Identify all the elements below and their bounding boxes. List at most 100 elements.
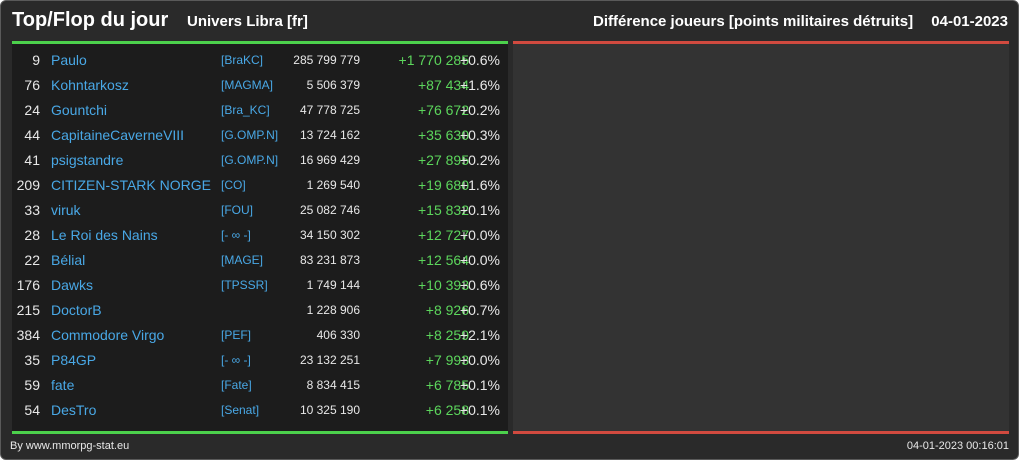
table-row: 54 DesTro [Senat] 10 325 190 +6 258 +0.1% xyxy=(12,398,508,423)
percent-cell: +0.2% xyxy=(459,102,500,118)
alliance-tag-link[interactable]: [Fate] xyxy=(221,378,252,392)
rank-cell: 22 xyxy=(24,252,40,268)
points-cell: 47 778 725 xyxy=(299,103,360,117)
diff-cell: +87 434 xyxy=(418,77,469,93)
table-row: 59 fate [Fate] 8 834 415 +6 785 +0.1% xyxy=(12,373,508,398)
percent-cell: +1.6% xyxy=(459,177,500,193)
points-cell: 34 150 302 xyxy=(299,228,360,242)
table-row: 176 Dawks [TPSSR] 1 749 144 +10 393 +0.6% xyxy=(12,273,508,298)
percent-cell: +0.6% xyxy=(459,277,500,293)
flop-panel-accent-bar xyxy=(513,41,1009,44)
table-row: 33 viruk [FOU] 25 082 746 +15 832 +0.1% xyxy=(12,198,508,223)
alliance-tag-link[interactable]: [G.OMP.N] xyxy=(221,153,279,167)
points-cell: 23 132 251 xyxy=(299,353,360,367)
player-name-link[interactable]: CITIZEN-STARK NORGE xyxy=(51,177,211,193)
table-row: 215 DoctorB 1 228 906 +8 926 +0.7% xyxy=(12,298,508,323)
alliance-tag-link[interactable]: [MAGMA] xyxy=(221,78,274,92)
alliance-tag-link[interactable]: [MAGE] xyxy=(221,253,264,267)
percent-cell: +0.1% xyxy=(459,402,500,418)
alliance-tag-link[interactable]: [BraKC] xyxy=(221,53,264,67)
metric-header: Différence joueurs [points militaires dé… xyxy=(593,13,1008,30)
metric-label: Différence joueurs [points militaires dé… xyxy=(593,13,914,30)
rank-cell: 59 xyxy=(24,377,40,393)
points-cell: 406 330 xyxy=(316,328,360,342)
percent-cell: +0.2% xyxy=(459,152,500,168)
percent-cell: +0.3% xyxy=(459,127,500,143)
flop-panel-bottom-bar xyxy=(513,431,1009,434)
player-name-link[interactable]: Kohntarkosz xyxy=(51,77,129,93)
points-cell: 5 506 379 xyxy=(306,78,360,92)
alliance-tag-link[interactable]: [CO] xyxy=(221,178,246,192)
alliance-tag-link[interactable]: [- ∞ -] xyxy=(221,228,251,242)
diff-cell: +12 564 xyxy=(418,252,469,268)
diff-cell: +12 727 xyxy=(418,227,469,243)
player-name-link[interactable]: Commodore Virgo xyxy=(51,327,165,343)
table-row: 35 P84GP [- ∞ -] 23 132 251 +7 993 +0.0% xyxy=(12,348,508,373)
points-cell: 1 269 540 xyxy=(306,178,360,192)
table-row: 384 Commodore Virgo [PEF] 406 330 +8 259 +2.1… xyxy=(12,323,508,348)
rank-cell: 35 xyxy=(24,352,40,368)
rank-cell: 215 xyxy=(16,302,40,318)
player-name-link[interactable]: Bélial xyxy=(51,252,86,268)
top-panel-bottom-bar xyxy=(12,431,508,434)
alliance-tag-link[interactable]: [Senat] xyxy=(221,403,260,417)
rank-cell: 9 xyxy=(32,52,40,68)
diff-cell: +6 785 xyxy=(425,377,469,393)
percent-cell: +1.6% xyxy=(459,77,500,93)
alliance-tag-link[interactable]: [PEF] xyxy=(221,328,252,342)
rank-cell: 28 xyxy=(24,227,40,243)
player-name-link[interactable]: psigstandre xyxy=(51,152,124,168)
table-row: 22 Bélial [MAGE] 83 231 873 +12 564 +0.0% xyxy=(12,248,508,273)
percent-cell: +0.1% xyxy=(459,377,500,393)
diff-cell: +76 672 xyxy=(418,102,469,118)
alliance-tag-link[interactable]: [- ∞ -] xyxy=(221,353,251,367)
diff-cell: +35 630 xyxy=(418,127,469,143)
player-name-link[interactable]: viruk xyxy=(51,202,81,218)
site-credit: By www.mmorpg-stat.eu xyxy=(10,440,130,452)
diff-cell: +10 393 xyxy=(418,277,469,293)
percent-cell: +2.1% xyxy=(459,327,500,343)
rank-cell: 176 xyxy=(16,277,40,293)
points-cell: 10 325 190 xyxy=(299,403,360,417)
rank-cell: 41 xyxy=(24,152,40,168)
diff-cell: +1 770 285 xyxy=(398,52,469,68)
player-name-link[interactable]: CapitaineCaverneVIII xyxy=(51,127,185,143)
rank-cell: 24 xyxy=(24,102,40,118)
alliance-tag-link[interactable]: [G.OMP.N] xyxy=(221,128,279,142)
player-name-link[interactable]: Gountchi xyxy=(51,102,108,118)
table-row: 209 CITIZEN-STARK NORGE [CO] 1 269 540 +19 6… xyxy=(12,173,508,198)
player-name-link[interactable]: Le Roi des Nains xyxy=(51,227,158,243)
points-cell: 8 834 415 xyxy=(306,378,360,392)
percent-cell: +0.7% xyxy=(459,302,500,318)
player-name-link[interactable]: DoctorB xyxy=(51,302,102,318)
points-cell: 1 749 144 xyxy=(306,278,360,292)
percent-cell: +0.6% xyxy=(459,52,500,68)
points-cell: 13 724 162 xyxy=(299,128,360,142)
points-cell: 1 228 906 xyxy=(306,303,360,317)
alliance-tag-link[interactable]: [TPSSR] xyxy=(221,278,268,292)
player-name-link[interactable]: P84GP xyxy=(51,352,97,368)
points-cell: 25 082 746 xyxy=(299,203,360,217)
diff-cell: +7 993 xyxy=(425,352,469,368)
diff-cell: +27 895 xyxy=(418,152,469,168)
alliance-tag-link[interactable]: [FOU] xyxy=(221,203,253,217)
player-name-link[interactable]: Dawks xyxy=(51,277,94,293)
rank-cell: 384 xyxy=(16,327,40,343)
player-name-link[interactable]: Paulo xyxy=(51,52,87,68)
table-row: 24 Gountchi [Bra_KC] 47 778 725 +76 672 +0.2% xyxy=(12,98,508,123)
alliance-tag-link[interactable]: [Bra_KC] xyxy=(221,103,270,117)
percent-cell: +0.0% xyxy=(459,227,500,243)
generated-timestamp: 04-01-2023 00:16:01 xyxy=(906,440,1009,452)
rank-cell: 209 xyxy=(16,177,40,193)
rank-cell: 54 xyxy=(24,402,40,418)
rank-cell: 44 xyxy=(24,127,40,143)
diff-cell: +8 259 xyxy=(425,327,469,343)
table-row: 44 CapitaineCaverneVIII [G.OMP.N] 13 724 16… xyxy=(12,123,508,148)
player-name-link[interactable]: DesTro xyxy=(51,402,97,418)
player-name-link[interactable]: fate xyxy=(51,377,75,393)
page-title: Top/Flop du jour xyxy=(12,9,169,31)
table-row: 28 Le Roi des Nains [- ∞ -] 34 150 302 +12 7… xyxy=(12,223,508,248)
diff-cell: +8 926 xyxy=(425,302,469,318)
universe-label: Univers Libra [fr] xyxy=(187,13,308,30)
